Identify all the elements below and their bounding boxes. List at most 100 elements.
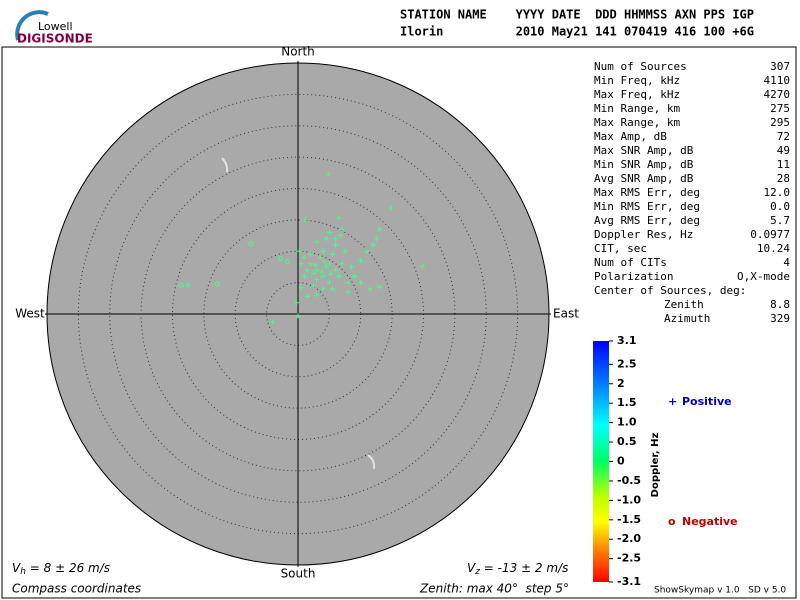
stat-value: 5.7: [770, 214, 790, 227]
source-point: [314, 276, 320, 282]
source-point: [364, 248, 370, 254]
source-point: [320, 273, 326, 279]
source-point: [330, 251, 336, 257]
legend-marker: o: [668, 515, 676, 528]
source-point: [339, 226, 345, 232]
stat-label: Max Range, km: [594, 116, 680, 129]
source-point: [358, 258, 364, 264]
source-point: [311, 270, 317, 276]
legend-entry: Negative: [682, 515, 738, 528]
source-point: [317, 255, 323, 261]
colorbar-tick-label: 2: [617, 377, 625, 390]
source-point: [325, 171, 331, 177]
colorbar-tick-label: -0.5: [617, 474, 641, 487]
colorbar-tick-label: 0.5: [617, 435, 637, 448]
stat-value: 4270: [764, 88, 791, 101]
header-values: Ilorin 2010 May21 141 070419 416 100 +6G: [400, 25, 754, 39]
vz-label: Vz = -13 ± 2 m/s: [467, 561, 568, 577]
colorbar-tick-label: -1.0: [617, 493, 641, 506]
source-point: [321, 259, 327, 265]
colorbar-tick-label: 2.5: [617, 357, 637, 370]
source-point: [314, 239, 320, 245]
source-point: [301, 255, 307, 261]
stat-label: Num of Sources: [594, 60, 687, 73]
coords-note: Compass coordinates: [12, 582, 141, 596]
vh-label: Vh = 8 ± 26 m/s: [12, 561, 110, 577]
stat-label: Max SNR Amp, dB: [594, 144, 694, 157]
source-point: [345, 280, 351, 286]
stat-label: Zenith: [664, 298, 704, 311]
source-point: [373, 236, 379, 242]
colorbar-label: Doppler, Hz: [650, 433, 661, 498]
trace-arc: [367, 454, 376, 470]
stat-value: 49: [777, 144, 790, 157]
header-fields: STATION NAME YYYY DATE DDD HHMMSS AXN PP…: [400, 8, 754, 22]
frame: [1, 46, 797, 599]
colorbar-tick-label: 1.0: [617, 416, 637, 429]
source-point: [295, 313, 301, 319]
source-point: [320, 286, 326, 292]
source-point: [320, 248, 326, 254]
stat-label: Max RMS Err, deg: [594, 186, 700, 199]
stat-heading: Center of Sources, deg:: [594, 284, 746, 297]
stat-label: Max Amp, dB: [594, 130, 667, 143]
stat-label: Max Freq, kHz: [594, 88, 680, 101]
legend-marker: +: [668, 395, 677, 408]
source-point: [345, 289, 351, 295]
colorbar-tick-label: 0: [617, 455, 625, 468]
source-point: [301, 273, 307, 279]
source-point: [304, 293, 310, 299]
stat-label: Azimuth: [664, 312, 710, 325]
source-point: [351, 273, 357, 279]
colorbar: [593, 341, 609, 582]
source-point: [248, 241, 254, 247]
colorbar-tick-label: -2.5: [617, 552, 641, 565]
stat-label: Min Freq, kHz: [594, 74, 680, 87]
source-point: [328, 271, 334, 277]
source-point: [326, 229, 332, 235]
direction-label: West: [15, 307, 45, 321]
stat-value: 10.24: [757, 242, 790, 255]
stat-label: Doppler Res, Hz: [594, 228, 693, 241]
direction-label: North: [281, 45, 315, 59]
colorbar-tick-label: -2.0: [617, 532, 641, 545]
polar-plot: [45, 61, 551, 567]
stat-label: Avg RMS Err, deg: [594, 214, 700, 227]
source-point: [333, 242, 339, 248]
direction-label: South: [281, 567, 316, 581]
colorbar-tick-label: 3.1: [617, 334, 637, 347]
colorbar-tick-label: -3.1: [617, 575, 641, 588]
source-point: [339, 261, 345, 267]
logo-bottom: DIGISONDE: [17, 32, 93, 46]
stat-value: 307: [770, 60, 790, 73]
stat-value: 295: [770, 116, 790, 129]
zenith-note: Zenith: max 40° step 5°: [419, 582, 569, 596]
source-point: [304, 267, 310, 273]
source-point: [311, 283, 317, 289]
stat-value: 275: [770, 102, 790, 115]
stat-value: 0.0977: [750, 228, 790, 241]
source-point: [302, 217, 308, 223]
source-point: [314, 292, 320, 298]
source-point: [323, 264, 329, 270]
source-point: [336, 273, 342, 279]
logo-top: Lowell: [38, 20, 73, 33]
stat-value: 12.0: [764, 186, 791, 199]
stat-label: Avg SNR Amp, dB: [594, 172, 694, 185]
source-point: [277, 256, 283, 262]
legend-entry: Positive: [682, 395, 732, 408]
source-point: [313, 262, 319, 268]
source-point: [284, 259, 290, 265]
source-point: [377, 226, 383, 232]
stat-label: CIT, sec: [594, 242, 647, 255]
stat-label: Min SNR Amp, dB: [594, 158, 694, 171]
stat-label: Min RMS Err, deg: [594, 200, 700, 213]
source-point: [326, 261, 332, 267]
stat-value: 329: [770, 312, 790, 325]
source-point: [348, 264, 354, 270]
stat-value: 72: [777, 130, 790, 143]
source-point: [338, 233, 344, 239]
source-point: [308, 261, 314, 267]
stat-value: 0.0: [770, 200, 790, 213]
source-point: [333, 267, 339, 273]
